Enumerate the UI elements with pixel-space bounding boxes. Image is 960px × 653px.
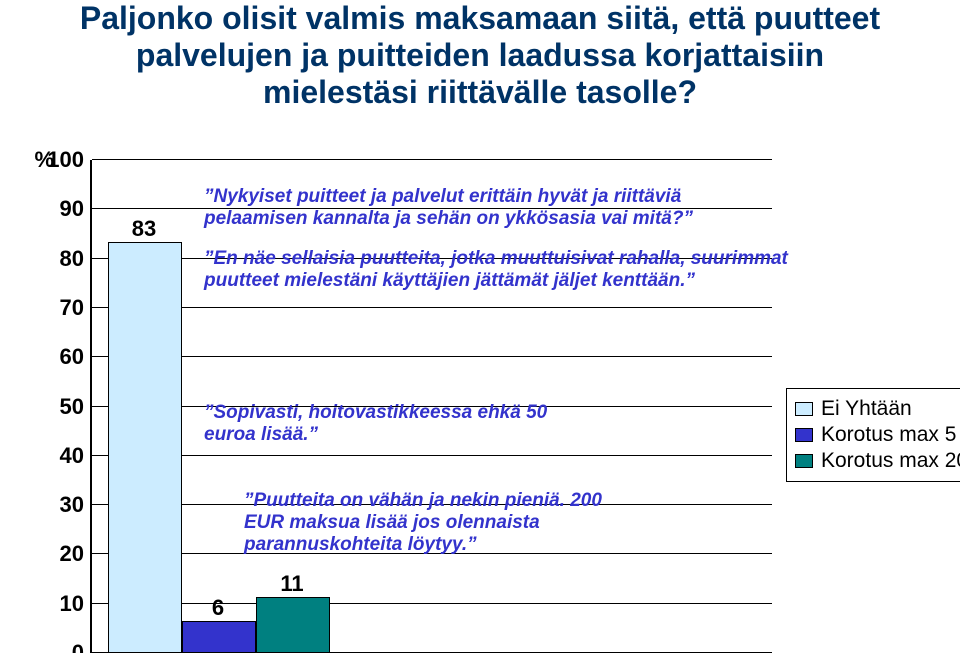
annotation-text: ”Nykyiset puitteet ja palvelut erittäin … <box>204 186 764 230</box>
bar-value-label: 83 <box>104 216 184 242</box>
bar <box>108 242 182 653</box>
gridline <box>92 455 772 456</box>
bar-value-label: 11 <box>252 571 332 597</box>
y-tick-label: 10 <box>60 591 84 617</box>
legend-label: Ei Yhtään <box>821 397 912 421</box>
y-tick-label: 0 <box>72 640 84 653</box>
gridline <box>92 307 772 308</box>
y-tick-label: 60 <box>60 344 84 370</box>
y-tick-label: 50 <box>60 394 84 420</box>
annotation-text: ”En näe sellaisia puutteita, jotka muutt… <box>204 248 804 292</box>
page-title: Paljonko olisit valmis maksamaan siitä, … <box>60 0 900 110</box>
bar <box>182 621 256 653</box>
y-tick-label: 40 <box>60 443 84 469</box>
legend-item: Korotus max 5 % <box>795 423 960 447</box>
annotation-text: ”Puutteita on vähän ja nekin pieniä. 200… <box>244 490 644 556</box>
legend-item: Ei Yhtään <box>795 397 960 421</box>
gridline <box>92 356 772 357</box>
y-tick-label: 30 <box>60 492 84 518</box>
legend: Ei YhtäänKorotus max 5 %Korotus max 20 % <box>786 388 960 482</box>
y-axis-label: % <box>34 147 54 173</box>
legend-swatch <box>795 454 813 468</box>
y-tick-label: 20 <box>60 541 84 567</box>
bar-value-label: 6 <box>178 595 258 621</box>
y-tick-label: 70 <box>60 295 84 321</box>
legend-swatch <box>795 402 813 416</box>
y-tick-label: 80 <box>60 246 84 272</box>
annotation-text: ”Sopivasti, hoitovastikkeessa ehkä 50 eu… <box>204 402 574 446</box>
gridline <box>92 159 772 160</box>
legend-item: Korotus max 20 % <box>795 449 960 473</box>
y-tick-label: 90 <box>60 196 84 222</box>
legend-label: Korotus max 5 % <box>821 423 960 447</box>
bar <box>256 597 330 653</box>
legend-swatch <box>795 428 813 442</box>
legend-label: Korotus max 20 % <box>821 449 960 473</box>
